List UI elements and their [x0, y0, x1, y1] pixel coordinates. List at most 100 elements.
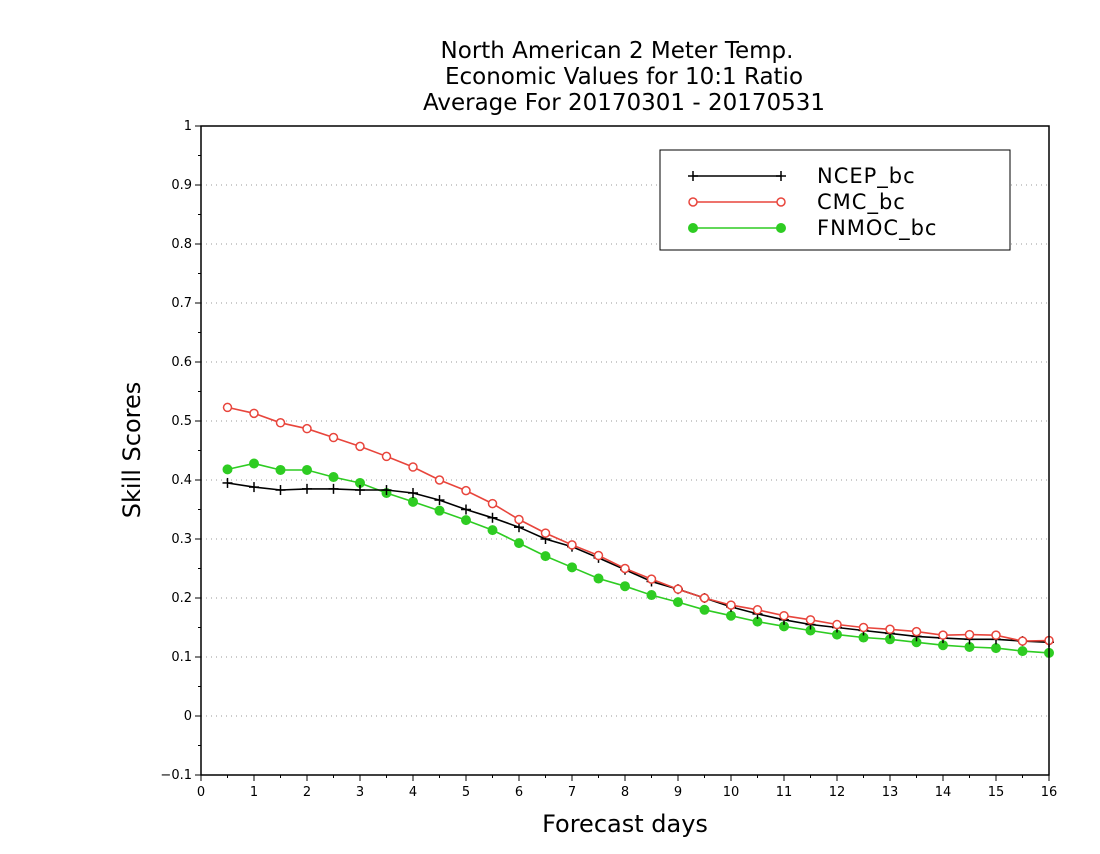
x-tick-label: 7 — [568, 785, 576, 800]
legend-entry: NCEP_bc — [688, 164, 916, 189]
chart-title: North American 2 Meter Temp. Economic Va… — [423, 38, 825, 116]
y-tick-label: 0.1 — [171, 650, 192, 665]
data-point-marker — [938, 630, 948, 640]
y-tick-label: 0.4 — [171, 473, 192, 488]
y-tick-label: 0.7 — [171, 296, 192, 311]
data-point-marker — [461, 515, 471, 526]
data-point-marker — [776, 197, 786, 207]
y-tick-label: 1 — [184, 119, 192, 134]
data-point-marker — [673, 597, 683, 608]
data-point-marker — [408, 487, 418, 498]
x-tick-label: 1 — [250, 785, 258, 800]
data-point-marker — [487, 512, 498, 523]
data-point-marker — [567, 540, 577, 550]
series-ncep-bc — [222, 477, 1054, 648]
data-point-marker — [885, 624, 895, 635]
data-point-marker — [726, 610, 736, 621]
x-tick-label: 14 — [935, 785, 952, 800]
data-point-marker — [434, 495, 445, 506]
data-point-marker — [991, 630, 1001, 640]
data-point-marker — [381, 485, 392, 496]
data-point-marker — [328, 432, 339, 443]
data-point-marker — [673, 584, 683, 594]
series-fnmoc-bc — [222, 458, 1054, 658]
data-point-marker — [487, 525, 498, 536]
legend-entry: CMC_bc — [688, 190, 906, 215]
x-axis-title: Forecast days — [542, 810, 708, 838]
x-tick-label: 4 — [409, 785, 417, 800]
data-point-marker — [620, 581, 630, 592]
data-point-marker — [275, 418, 286, 428]
x-tick-label: 8 — [621, 785, 629, 800]
data-point-marker — [328, 483, 339, 494]
data-point-marker — [858, 622, 869, 633]
legend-label: CMC_bc — [817, 190, 906, 215]
data-point-marker — [249, 482, 259, 493]
y-tick-label: 0.8 — [171, 237, 192, 252]
x-tick-label: 9 — [674, 785, 682, 800]
data-point-marker — [408, 496, 418, 507]
data-point-marker — [328, 472, 339, 483]
legend-label: NCEP_bc — [817, 164, 916, 189]
x-tick-label: 2 — [303, 785, 311, 800]
data-point-marker — [699, 604, 710, 615]
title-line-1: North American 2 Meter Temp. — [441, 38, 794, 64]
data-point-marker — [991, 643, 1001, 654]
data-point-marker — [302, 483, 312, 494]
title-line-2: Economic Values for 10:1 Ratio — [445, 64, 803, 90]
data-point-marker — [355, 485, 365, 496]
data-point-marker — [222, 402, 233, 413]
y-tick-label: 0.9 — [171, 178, 192, 193]
data-point-marker — [726, 600, 736, 610]
x-tick-label: 15 — [988, 785, 1005, 800]
data-point-marker — [688, 223, 698, 233]
data-point-marker — [1017, 636, 1028, 646]
legend-entry: FNMOC_bc — [688, 216, 936, 241]
data-point-marker — [302, 464, 312, 475]
series-line — [227, 482, 1050, 644]
data-point-marker — [805, 615, 816, 625]
data-point-marker — [302, 423, 312, 434]
data-point-marker — [434, 505, 445, 516]
series-line — [227, 462, 1050, 654]
x-tick-label: 13 — [882, 785, 899, 800]
series-cmc-bc — [222, 402, 1054, 646]
axes: −0.100.10.20.30.40.50.60.70.80.910 1 2 3 4 5 6… — [160, 119, 1057, 800]
data-point-marker — [964, 629, 975, 640]
data-point-marker — [567, 562, 577, 573]
data-point-marker — [249, 458, 259, 469]
data-point-marker — [249, 408, 259, 419]
x-tick-label: 11 — [776, 785, 793, 800]
data-point-marker — [487, 498, 498, 509]
y-tick-label: 0.5 — [171, 414, 192, 429]
y-axis-title: Skill Scores — [118, 382, 146, 519]
data-point-marker — [688, 197, 698, 207]
data-point-marker — [434, 475, 445, 485]
x-tick-label: 6 — [515, 785, 523, 800]
y-tick-label: 0.2 — [171, 591, 192, 606]
data-point-marker — [776, 171, 786, 181]
data-point-marker — [646, 574, 657, 584]
title-line-3: Average For 20170301 - 20170531 — [423, 90, 825, 116]
data-point-marker — [381, 451, 392, 462]
x-tick-label: 12 — [829, 785, 846, 800]
data-point-marker — [1017, 646, 1028, 657]
data-point-marker — [776, 223, 786, 233]
data-point-marker — [408, 462, 418, 472]
x-tick-label: 5 — [462, 785, 470, 800]
data-point-marker — [593, 550, 604, 561]
x-tick-label: 3 — [356, 785, 364, 800]
data-point-marker — [355, 441, 365, 452]
data-point-marker — [275, 485, 286, 496]
data-point-marker — [461, 485, 471, 496]
legend-box — [659, 149, 1011, 251]
y-tick-label: 0.3 — [171, 532, 192, 547]
y-tick-label: 0 — [184, 709, 192, 724]
data-point-marker — [752, 605, 763, 615]
x-tick-label: 16 — [1041, 785, 1058, 800]
y-tick-label: 0.6 — [171, 355, 192, 370]
data-point-marker — [461, 504, 471, 515]
